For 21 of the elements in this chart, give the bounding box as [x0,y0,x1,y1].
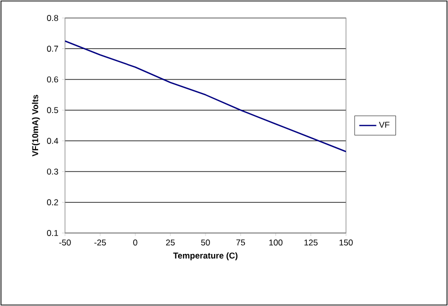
legend-label: VF [378,122,390,128]
x-tick-label: 75 [236,240,245,246]
x-tick-label: 150 [340,240,353,246]
y-tick-label: 0.7 [47,46,58,52]
y-tick-label: 0.1 [47,230,58,236]
x-tick-label: 25 [166,240,175,246]
x-tick-label: 125 [304,240,318,246]
x-tick-label: 0 [133,240,138,246]
y-tick-label: 0.3 [47,168,58,175]
y-axis-title: VF(10mA) Volts [32,94,40,156]
x-tick-label: 50 [201,240,210,246]
x-tick-label: -50 [59,240,71,246]
x-tick-label: 100 [269,240,282,246]
y-tick-label: 0.6 [47,76,58,82]
x-tick-label: -25 [94,240,106,246]
line-series [65,40,346,152]
y-tick-label: 0.5 [47,107,58,114]
y-tick-label: 0.4 [47,138,58,144]
y-tick-label: 0.8 [47,15,58,21]
x-axis-title: Temperature (C) [173,252,238,260]
y-tick-label: 0.2 [47,199,58,206]
